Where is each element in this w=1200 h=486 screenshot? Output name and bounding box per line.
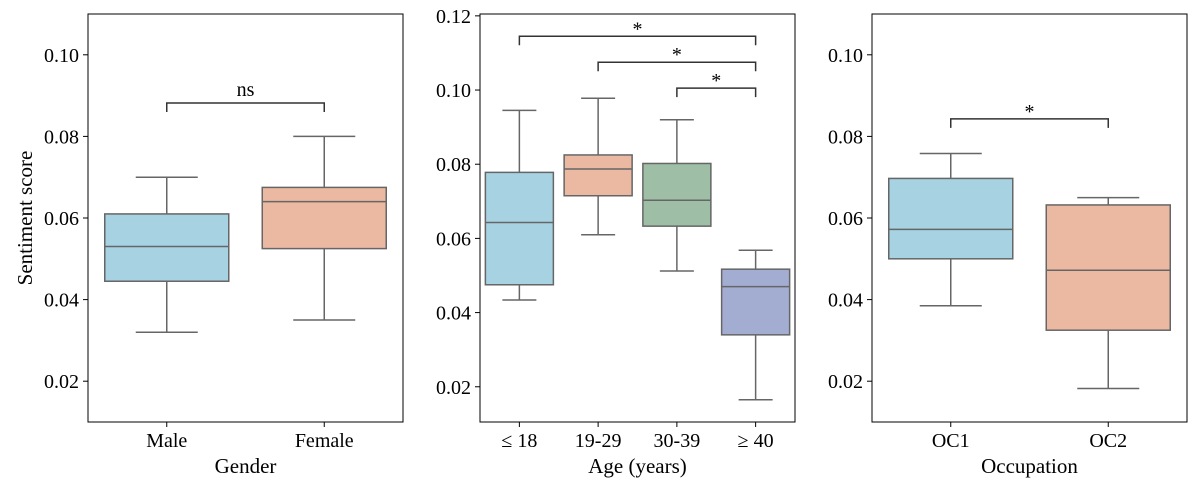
box-male [104, 176, 230, 333]
significance-bracket-3: * [676, 70, 757, 98]
y-tick-label: 0.08 [828, 126, 863, 148]
y-tick-label: 0.04 [44, 290, 79, 312]
box-body [888, 177, 1014, 260]
significance-label: ns [237, 79, 255, 101]
x-tick-label-oc1: OC1 [932, 430, 970, 452]
box-body [104, 213, 230, 282]
box-body [1045, 204, 1171, 331]
y-tick-label: 0.08 [44, 126, 79, 148]
significance-label: * [711, 70, 721, 92]
x-tick-label-ge-40: ≥ 40 [738, 430, 774, 452]
y-tick-label: 0.06 [436, 228, 471, 250]
significance-bracket-1: ns [166, 79, 325, 112]
bracket-line [950, 118, 1109, 128]
bracket-line [166, 102, 325, 112]
y-tick-label: 0.10 [828, 45, 863, 67]
y-tick-label: 0.10 [44, 45, 79, 67]
significance-bracket-1: * [950, 101, 1109, 128]
box-oc2 [1045, 196, 1171, 390]
x-tick-label-30-39: 30-39 [654, 430, 701, 452]
chart-panel-2: 0.02 0.04 0.06 0.08 0.10 0.12 ≤ 18 19-29 30-39 ≥ … [436, 6, 796, 478]
y-tick-label: 0.02 [44, 371, 79, 393]
plot-frame [479, 13, 796, 423]
significance-label: * [672, 44, 682, 66]
y-tick-label: 0.10 [436, 80, 471, 102]
chart-panel-3: 0.02 0.04 0.06 0.08 0.10 OC1 OC2 Occupation * [828, 13, 1188, 478]
y-tick-label: 0.08 [436, 154, 471, 176]
significance-bracket-2: * [597, 44, 757, 72]
y-tick-label: 0.02 [436, 377, 471, 399]
x-axis-label: Age (years) [588, 454, 687, 478]
chart-panel-1: 0.02 0.04 0.06 0.08 0.10 Male Female Gender ns [44, 13, 404, 478]
y-tick-label: 0.06 [828, 208, 863, 230]
significance-bracket-1: * [518, 18, 757, 46]
box-body [720, 268, 791, 336]
box-30-39 [642, 118, 712, 272]
box-ge-40 [720, 249, 791, 401]
x-axis-label: Occupation [981, 454, 1078, 478]
y-tick-label: 0.02 [828, 371, 863, 393]
y-tick-label: 0.06 [44, 208, 79, 230]
x-tick-label-oc2: OC2 [1089, 430, 1127, 452]
y-tick-label: 0.12 [436, 6, 471, 28]
y-tick-label: 0.04 [436, 303, 471, 325]
box-19-29 [563, 97, 633, 236]
significance-label: * [1025, 101, 1035, 123]
x-tick-label-male: Male [146, 430, 187, 452]
box-body [563, 154, 633, 197]
y-tick-label: 0.04 [828, 290, 863, 312]
x-axis-label: Gender [215, 454, 277, 478]
box-body [261, 186, 387, 250]
y-axis-label: Sentiment score [13, 151, 37, 286]
box-oc1 [888, 152, 1014, 307]
box-body [484, 171, 555, 286]
bracket-line [597, 61, 757, 72]
box-le-18 [484, 109, 555, 301]
bracket-line [518, 35, 757, 46]
significance-label: * [633, 18, 643, 40]
bracket-line [676, 87, 757, 98]
box-female [261, 135, 387, 321]
box-body [642, 162, 712, 227]
x-tick-label-le-18: ≤ 18 [501, 430, 537, 452]
x-tick-label-19-29: 19-29 [575, 430, 622, 452]
x-tick-label-female: Female [295, 430, 354, 452]
